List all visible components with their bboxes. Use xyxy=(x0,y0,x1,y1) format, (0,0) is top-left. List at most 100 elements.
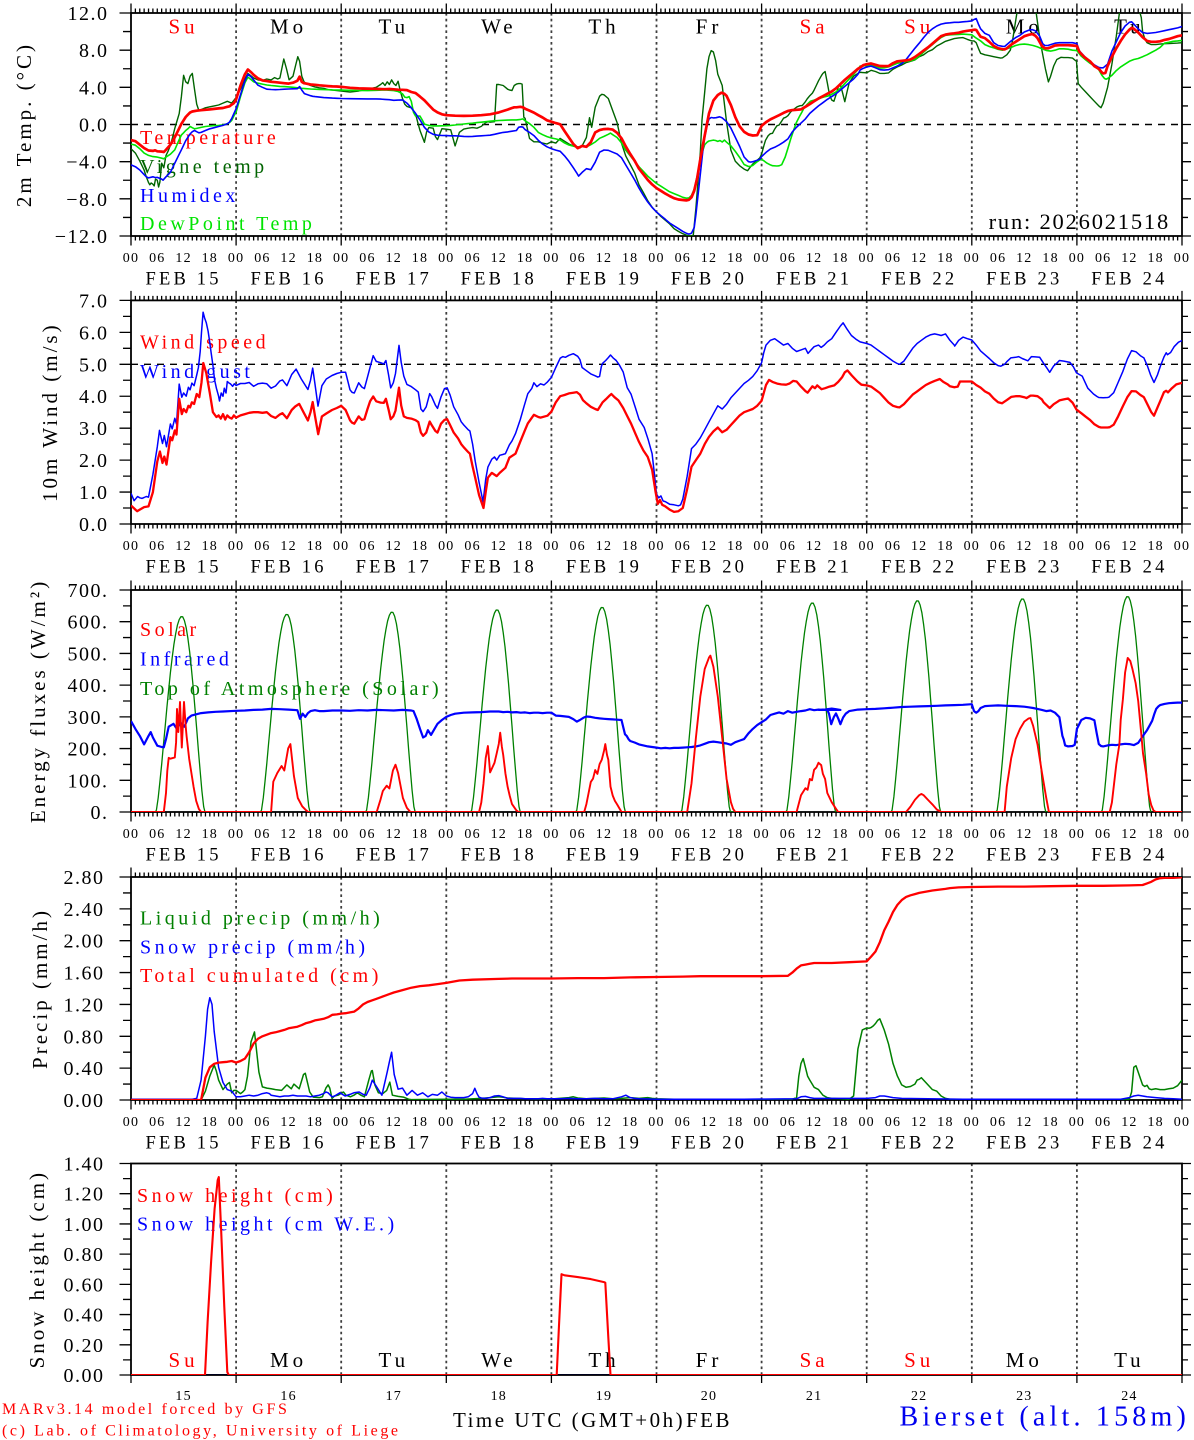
svg-text:3.0: 3.0 xyxy=(79,418,109,440)
svg-text:18: 18 xyxy=(412,539,428,554)
svg-text:FEB 19: FEB 19 xyxy=(566,846,642,866)
svg-text:12: 12 xyxy=(175,1115,191,1130)
svg-text:06: 06 xyxy=(990,827,1006,842)
svg-text:12: 12 xyxy=(386,539,402,554)
svg-text:4.0: 4.0 xyxy=(79,77,109,99)
svg-text:00: 00 xyxy=(964,539,980,554)
svg-text:06: 06 xyxy=(464,827,480,842)
svg-text:00: 00 xyxy=(1174,1115,1190,1130)
svg-text:1.0: 1.0 xyxy=(79,482,109,504)
svg-text:00: 00 xyxy=(228,539,244,554)
svg-text:18: 18 xyxy=(412,251,428,266)
svg-text:12.0: 12.0 xyxy=(68,3,109,25)
svg-text:06: 06 xyxy=(675,539,691,554)
svg-text:19: 19 xyxy=(596,1389,612,1404)
svg-text:12: 12 xyxy=(911,539,927,554)
svg-text:06: 06 xyxy=(359,1115,375,1130)
svg-text:12: 12 xyxy=(596,539,612,554)
svg-text:00: 00 xyxy=(333,827,349,842)
svg-text:18: 18 xyxy=(832,251,848,266)
svg-text:00: 00 xyxy=(123,251,139,266)
svg-text:00: 00 xyxy=(438,1115,454,1130)
svg-text:Snow height (cm W.E.): Snow height (cm W.E.) xyxy=(137,1214,398,1236)
svg-text:18: 18 xyxy=(622,539,638,554)
svg-text:Sa: Sa xyxy=(800,1348,829,1372)
svg-text:Tu: Tu xyxy=(379,15,410,39)
svg-text:06: 06 xyxy=(990,1115,1006,1130)
svg-text:06: 06 xyxy=(780,539,796,554)
svg-text:12: 12 xyxy=(175,539,191,554)
svg-text:06: 06 xyxy=(569,1115,585,1130)
svg-text:06: 06 xyxy=(569,827,585,842)
svg-text:18: 18 xyxy=(1042,251,1058,266)
svg-text:12: 12 xyxy=(806,251,822,266)
svg-text:18: 18 xyxy=(202,1115,218,1130)
svg-text:12: 12 xyxy=(386,1115,402,1130)
svg-text:Snow height (cm): Snow height (cm) xyxy=(25,1170,49,1368)
svg-text:18: 18 xyxy=(491,1389,507,1404)
svg-text:18: 18 xyxy=(727,827,743,842)
svg-text:12: 12 xyxy=(911,1115,927,1130)
svg-text:FEB 21: FEB 21 xyxy=(776,558,852,578)
svg-text:18: 18 xyxy=(517,1115,533,1130)
svg-text:00: 00 xyxy=(858,827,874,842)
svg-text:06: 06 xyxy=(359,827,375,842)
svg-text:24: 24 xyxy=(1121,1389,1137,1404)
svg-text:FEB 20: FEB 20 xyxy=(671,558,747,578)
svg-text:5.0: 5.0 xyxy=(79,354,109,376)
svg-text:12: 12 xyxy=(806,827,822,842)
svg-text:FEB 18: FEB 18 xyxy=(461,270,537,290)
svg-text:00: 00 xyxy=(964,1115,980,1130)
svg-text:12: 12 xyxy=(280,827,296,842)
svg-text:Wind gust: Wind gust xyxy=(140,361,253,383)
svg-text:06: 06 xyxy=(1095,1115,1111,1130)
svg-text:FEB 22: FEB 22 xyxy=(881,270,957,290)
svg-text:00: 00 xyxy=(333,1115,349,1130)
svg-text:06: 06 xyxy=(569,251,585,266)
svg-text:00: 00 xyxy=(964,251,980,266)
svg-text:FEB 23: FEB 23 xyxy=(986,270,1062,290)
svg-text:06: 06 xyxy=(885,827,901,842)
svg-text:06: 06 xyxy=(464,539,480,554)
svg-text:Bierset (alt. 158m): Bierset (alt. 158m) xyxy=(899,1402,1190,1433)
svg-text:12: 12 xyxy=(701,827,717,842)
svg-text:Energy fluxes (W/m²): Energy fluxes (W/m²) xyxy=(26,579,50,823)
svg-text:Mo: Mo xyxy=(270,15,307,39)
svg-text:1.20: 1.20 xyxy=(64,1184,105,1206)
svg-text:06: 06 xyxy=(675,251,691,266)
svg-text:FEB 22: FEB 22 xyxy=(881,1134,957,1154)
svg-text:Tu: Tu xyxy=(379,1348,410,1372)
svg-text:18: 18 xyxy=(412,827,428,842)
svg-text:12: 12 xyxy=(491,827,507,842)
svg-text:12: 12 xyxy=(911,251,927,266)
svg-text:18: 18 xyxy=(202,539,218,554)
svg-text:12: 12 xyxy=(1016,251,1032,266)
svg-text:18: 18 xyxy=(517,251,533,266)
svg-text:00: 00 xyxy=(858,1115,874,1130)
svg-text:12: 12 xyxy=(596,251,612,266)
svg-text:2.0: 2.0 xyxy=(79,450,109,472)
svg-text:18: 18 xyxy=(937,827,953,842)
svg-text:0.0: 0.0 xyxy=(79,514,109,536)
svg-text:Vigne temp: Vigne temp xyxy=(140,156,268,178)
svg-text:−4.0: −4.0 xyxy=(66,152,108,174)
svg-text:00: 00 xyxy=(648,1115,664,1130)
svg-text:10m Wind (m/s): 10m Wind (m/s) xyxy=(38,322,62,502)
svg-text:12: 12 xyxy=(1016,827,1032,842)
svg-text:7.0: 7.0 xyxy=(79,290,109,312)
svg-text:18: 18 xyxy=(622,251,638,266)
svg-text:18: 18 xyxy=(937,1115,953,1130)
svg-text:18: 18 xyxy=(307,827,323,842)
svg-text:12: 12 xyxy=(1121,1115,1137,1130)
svg-text:We: We xyxy=(481,1348,516,1372)
svg-text:18: 18 xyxy=(622,1115,638,1130)
svg-text:18: 18 xyxy=(307,1115,323,1130)
svg-text:06: 06 xyxy=(254,827,270,842)
svg-text:(c) Lab. of Climatology, Unive: (c) Lab. of Climatology, University of L… xyxy=(2,1423,401,1440)
svg-text:18: 18 xyxy=(307,539,323,554)
svg-text:18: 18 xyxy=(727,1115,743,1130)
svg-text:500.: 500. xyxy=(68,643,109,665)
svg-text:0.40: 0.40 xyxy=(64,1305,105,1327)
svg-text:12: 12 xyxy=(386,251,402,266)
svg-text:FEB 15: FEB 15 xyxy=(145,558,221,578)
